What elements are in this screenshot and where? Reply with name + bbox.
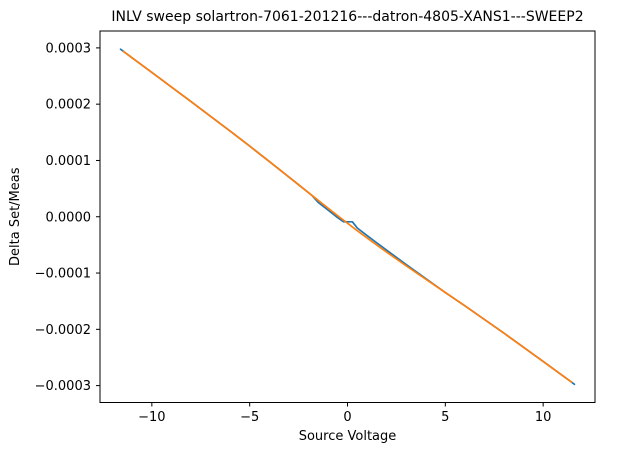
x-tick-label: −10 [138,410,165,425]
y-tick-label: −0.0003 [35,379,91,394]
x-tick-label: −5 [240,410,259,425]
y-axis-ticks: 0.0003 0.0002 0.0001 0.0000 −0.0001 −0.0002 −0… [35,41,100,394]
axes-frame [99,30,596,403]
y-tick-label: −0.0001 [35,267,91,282]
plot-series [119,48,576,386]
y-tick-label: 0.0003 [46,41,92,56]
x-axis-ticks: −10 −5 0 5 10 [138,402,552,425]
x-tick-label: 10 [535,410,552,425]
y-tick-label: 0.0000 [46,210,92,225]
y-tick-label: 0.0001 [46,154,92,169]
y-axis-label: Delta Set/Meas [8,167,23,266]
x-axis-label: Source Voltage [299,429,397,444]
plot-background [100,31,595,403]
chart-title: INLV sweep solartron-7061-201216---datro… [111,9,583,25]
x-tick-label: 0 [343,410,351,425]
series-line-2 [122,50,573,383]
y-tick-label: −0.0002 [35,323,91,338]
y-tick-label: 0.0002 [46,98,92,113]
x-tick-label: 5 [441,410,449,425]
